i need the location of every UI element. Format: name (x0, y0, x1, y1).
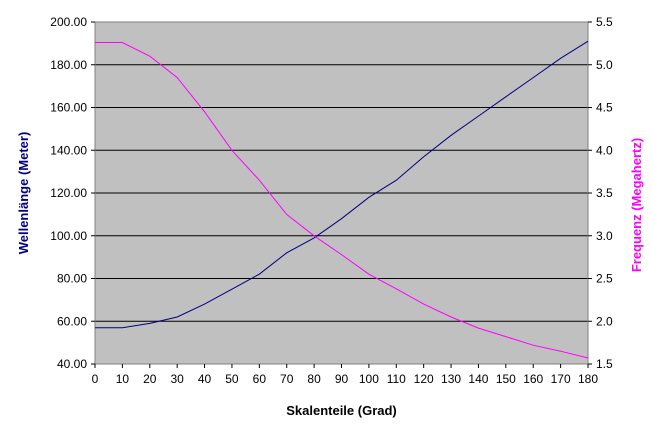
frequency-series-line (95, 42, 589, 359)
right-axis-title: Frequenz (Megahertz) (629, 138, 644, 272)
left-tick-label: 100.00 (50, 229, 87, 243)
right-tick-label: 3.5 (596, 186, 613, 200)
left-tick-label: 180.00 (50, 58, 87, 72)
x-tick-label: 150 (496, 372, 516, 386)
x-tick-label: 120 (414, 372, 434, 386)
left-tick-label: 160.00 (50, 101, 87, 115)
x-tick-label: 0 (92, 372, 99, 386)
x-tick-label: 60 (253, 372, 267, 386)
left-tick-label: 80.00 (57, 272, 87, 286)
right-tick-label: 5.0 (596, 58, 613, 72)
right-tick-label: 2.0 (596, 314, 613, 328)
left-axis-ticks: 40.00 60.00 80.00 100.00 120.00 140.00 160.00 1… (50, 15, 95, 371)
x-tick-label: 30 (170, 372, 184, 386)
right-axis-ticks: 1.5 2.0 2.5 3.0 3.5 4.0 4.5 5.0 5.5 (588, 15, 613, 371)
right-tick-label: 4.0 (596, 143, 613, 157)
left-tick-label: 200.00 (50, 15, 87, 29)
right-tick-label: 5.5 (596, 15, 613, 29)
x-tick-label: 110 (387, 372, 406, 386)
left-tick-label: 120.00 (50, 186, 87, 200)
left-tick-label: 140.00 (50, 143, 87, 157)
x-tick-label: 20 (143, 372, 157, 386)
x-tick-label: 140 (468, 372, 488, 386)
x-axis-title: Skalenteile (Grad) (286, 403, 397, 418)
right-tick-label: 3.0 (596, 229, 613, 243)
series-layer (95, 40, 589, 359)
x-tick-label: 130 (441, 372, 461, 386)
x-tick-label: 160 (523, 372, 543, 386)
right-tick-label: 2.5 (596, 272, 613, 286)
x-tick-label: 180 (578, 372, 598, 386)
left-tick-label: 40.00 (57, 357, 87, 371)
x-axis-ticks: 0 10 20 30 40 50 60 70 80 90 100 110 120 130 140 150 160… (92, 364, 598, 386)
left-axis-title: Wellenlänge (Meter) (16, 132, 31, 255)
x-tick-label: 170 (551, 372, 571, 386)
left-tick-label: 60.00 (57, 314, 87, 328)
wavelength-series-line (95, 40, 589, 329)
x-tick-label: 10 (116, 372, 130, 386)
right-tick-label: 1.5 (596, 357, 613, 371)
x-tick-label: 80 (307, 372, 321, 386)
x-tick-label: 50 (225, 372, 239, 386)
x-tick-label: 90 (335, 372, 349, 386)
right-tick-label: 4.5 (596, 101, 613, 115)
x-tick-label: 40 (198, 372, 212, 386)
x-tick-label: 70 (280, 372, 294, 386)
x-tick-label: 100 (359, 372, 379, 386)
